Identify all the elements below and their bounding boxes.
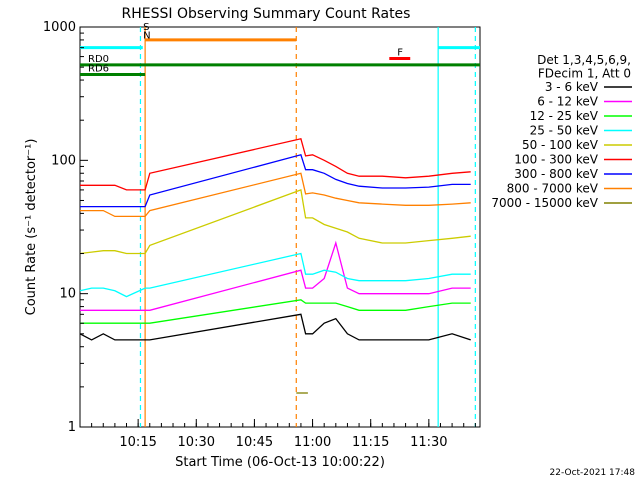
- y-axis-label: Count Rate (s⁻¹ detector⁻¹): [24, 139, 39, 316]
- y-tick-label: 100: [51, 153, 76, 168]
- legend-entry-label: 50 - 100 keV: [522, 138, 599, 152]
- series-line: [80, 138, 471, 191]
- chart-title: RHESSI Observing Summary Count Rates: [122, 6, 411, 22]
- status-bar-label: F: [397, 48, 403, 59]
- series-line: [80, 240, 471, 311]
- x-axis: 10:15 10:30 10:45 11:00 11:15 11:30: [79, 419, 476, 450]
- series-line: [79, 252, 471, 298]
- series-line: [80, 172, 471, 218]
- x-tick-label: 11:30: [410, 435, 447, 450]
- legend-entry-label: 25 - 50 keV: [530, 124, 599, 138]
- x-tick-label: 10:15: [119, 435, 156, 450]
- legend-header: FDecim 1, Att 0: [538, 67, 631, 81]
- y-tick-label: 10: [59, 287, 76, 302]
- x-tick-label: 10:30: [178, 435, 215, 450]
- x-tick-label: 11:15: [352, 435, 389, 450]
- plot-area: [79, 26, 481, 428]
- series-line: [79, 189, 471, 255]
- legend-entry-label: 800 - 7000 keV: [507, 182, 599, 196]
- legend-entry-label: 100 - 300 keV: [514, 153, 598, 167]
- series-line: [79, 313, 471, 341]
- legend-entry-label: 7000 - 15000 keV: [491, 196, 598, 210]
- legend-header: Det 1,3,4,5,6,9,: [537, 53, 631, 67]
- status-bar-label: RD6: [88, 64, 109, 75]
- x-tick-label: 10:45: [236, 435, 273, 450]
- status-bar-label: S: [143, 22, 149, 33]
- legend: Det 1,3,4,5,6,9,FDecim 1, Att 03 - 6 keV…: [491, 53, 632, 210]
- vertical-markers: [139, 27, 476, 427]
- legend-entry-label: 300 - 800 keV: [514, 167, 598, 181]
- plot-frame: [79, 26, 481, 428]
- legend-entry-label: 3 - 6 keV: [545, 80, 599, 94]
- y-tick-label: 1: [68, 420, 76, 435]
- legend-entry-label: 12 - 25 keV: [530, 109, 599, 123]
- series-layer: [79, 138, 471, 394]
- legend-entry-label: 6 - 12 keV: [537, 95, 599, 109]
- x-tick-label: 11:00: [294, 435, 331, 450]
- status-bar-label: N: [143, 30, 150, 41]
- y-tick-label: 1000: [43, 20, 76, 35]
- series-line: [80, 299, 471, 324]
- x-axis-label: Start Time (06-Oct-13 10:00:22): [175, 455, 385, 470]
- series-line: [80, 154, 471, 208]
- timestamp: 22-Oct-2021 17:48: [550, 468, 636, 478]
- y-axis: 1 10 100 1000: [43, 20, 88, 435]
- status-bar-label: RD0: [88, 54, 109, 65]
